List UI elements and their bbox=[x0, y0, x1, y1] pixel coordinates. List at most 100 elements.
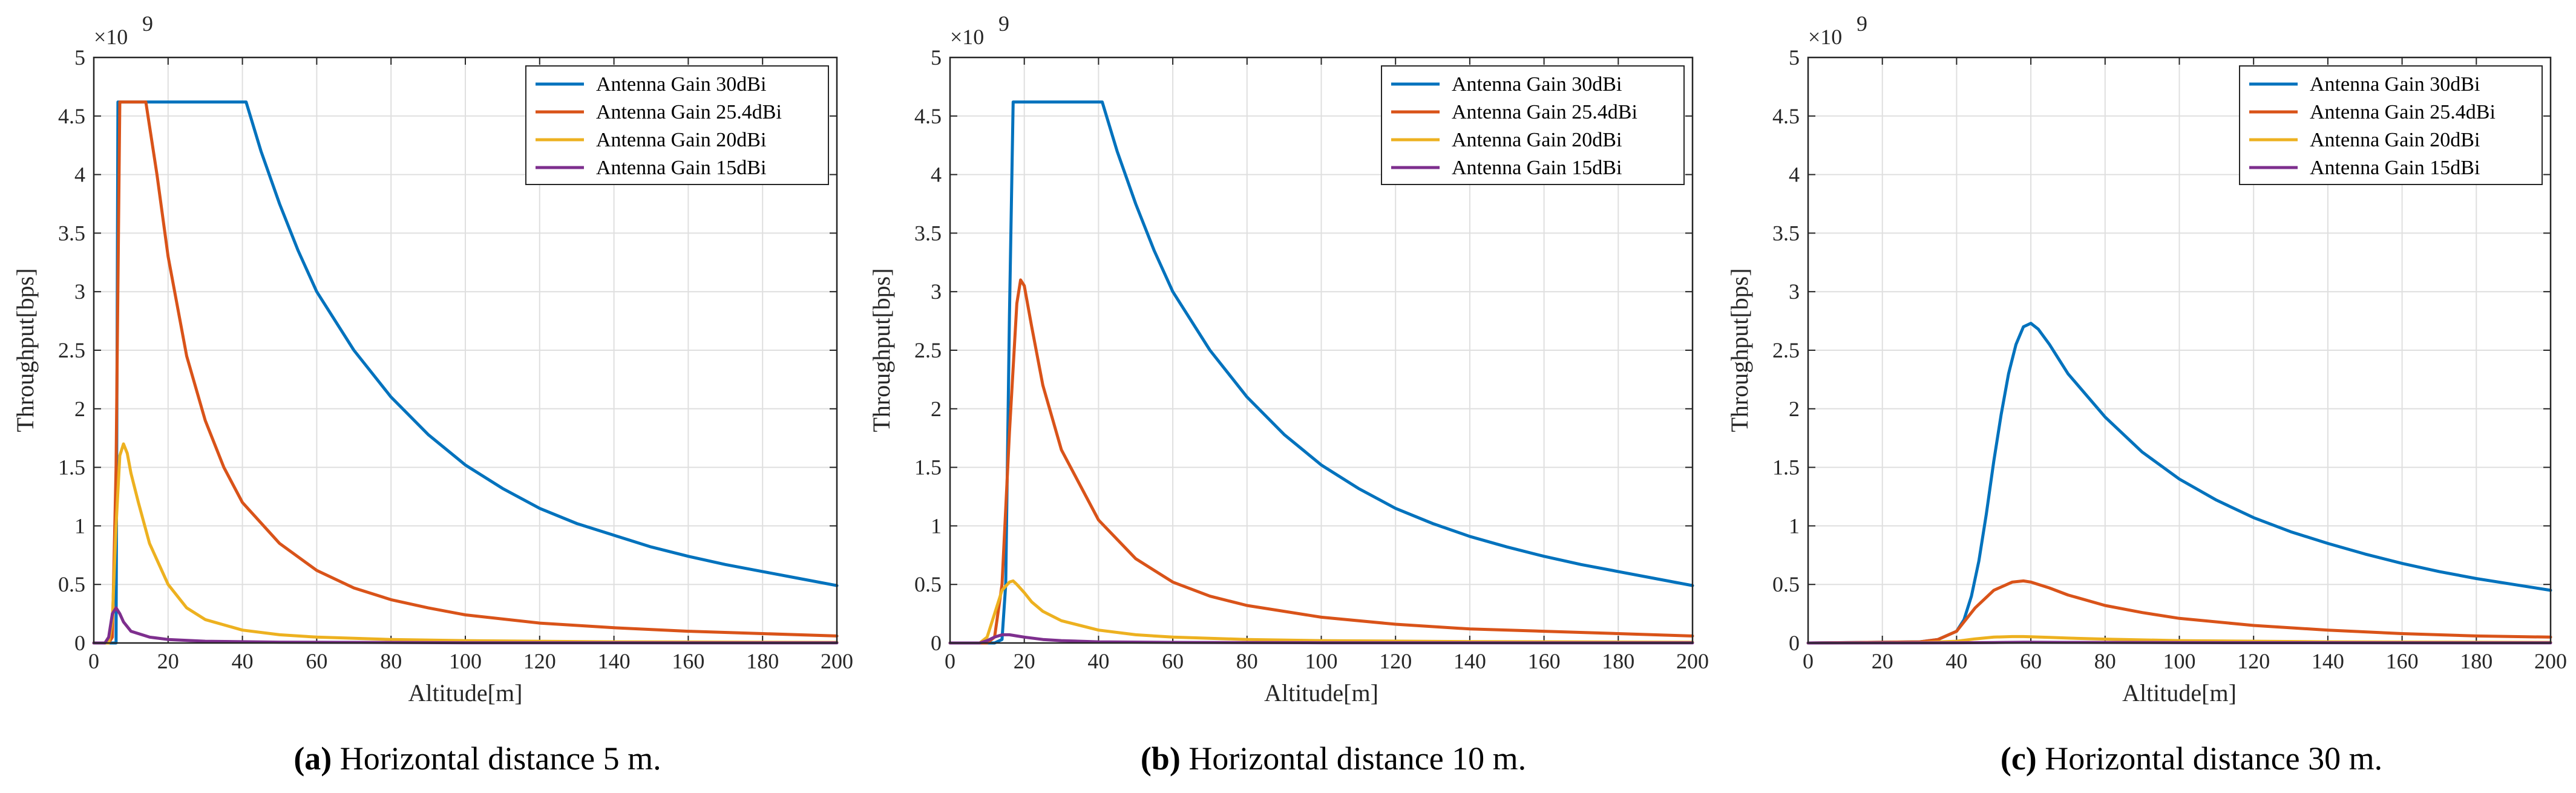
x-tick-label: 140 bbox=[598, 649, 631, 673]
y-tick-label: 3.5 bbox=[58, 221, 85, 245]
caption-text: Horizontal distance 5 m. bbox=[340, 740, 661, 777]
y-multiplier-exponent: 9 bbox=[998, 11, 1009, 36]
series-line-antenna-gain-25-4dbi bbox=[92, 100, 839, 645]
y-multiplier: ×10 bbox=[1808, 25, 1842, 49]
legend-label: Antenna Gain 20dBi bbox=[1452, 129, 1622, 151]
x-tick-label: 60 bbox=[306, 649, 327, 673]
x-tick-label: 200 bbox=[1676, 649, 1709, 673]
y-tick-label: 0 bbox=[74, 631, 85, 655]
legend: Antenna Gain 30dBi Antenna Gain 25.4dBi An… bbox=[525, 65, 829, 185]
x-tick-label: 100 bbox=[449, 649, 482, 673]
legend: Antenna Gain 30dBi Antenna Gain 25.4dBi An… bbox=[1381, 65, 1685, 185]
caption-space bbox=[2037, 740, 2045, 777]
y-tick-label: 4.5 bbox=[58, 104, 85, 128]
x-tick-label: 180 bbox=[1602, 649, 1634, 673]
y-tick-label: 3 bbox=[931, 279, 942, 304]
legend-item: Antenna Gain 30dBi bbox=[536, 73, 766, 96]
y-tick-label: 5 bbox=[74, 45, 85, 70]
legend-label: Antenna Gain 15dBi bbox=[1452, 157, 1622, 179]
series-line-antenna-gain-30dbi bbox=[948, 100, 1694, 645]
panel-label: (b) bbox=[1141, 740, 1181, 777]
y-multiplier-exponent: 9 bbox=[142, 11, 153, 36]
y-tick-label: 1 bbox=[74, 514, 85, 538]
x-tick-label: 120 bbox=[2237, 649, 2270, 673]
legend-label: Antenna Gain 30dBi bbox=[1452, 73, 1622, 96]
series-line-antenna-gain-30dbi bbox=[1806, 322, 2552, 645]
x-tick-label: 20 bbox=[1014, 649, 1035, 673]
x-tick-label: 40 bbox=[1087, 649, 1109, 673]
y-tick-label: 2.5 bbox=[1772, 338, 1800, 362]
axes-box bbox=[93, 56, 838, 644]
panel-label: (a) bbox=[293, 740, 332, 777]
y-tick-label: 5 bbox=[1789, 45, 1800, 70]
y-tick-label: 1.5 bbox=[1772, 455, 1800, 480]
x-axis-label: Altitude[m] bbox=[1264, 679, 1378, 707]
legend-label: Antenna Gain 30dBi bbox=[596, 73, 766, 96]
legend: Antenna Gain 30dBi Antenna Gain 25.4dBi An… bbox=[2239, 65, 2543, 185]
x-tick-label: 20 bbox=[157, 649, 179, 673]
legend-item: Antenna Gain 25.4dBi bbox=[1391, 101, 1637, 123]
panel-label: (c) bbox=[2001, 740, 2037, 777]
y-tick-label: 2 bbox=[1789, 397, 1800, 421]
x-tick-label: 120 bbox=[523, 649, 556, 673]
x-tick-label: 100 bbox=[1305, 649, 1338, 673]
x-tick-label: 80 bbox=[2094, 649, 2116, 673]
x-tick-label: 60 bbox=[1162, 649, 1184, 673]
y-tick-label: 1.5 bbox=[58, 455, 85, 480]
panel-caption: (c) Horizontal distance 30 m. bbox=[2001, 740, 2382, 777]
x-tick-label: 0 bbox=[88, 649, 99, 673]
x-tick-label: 180 bbox=[2460, 649, 2492, 673]
legend-item: Antenna Gain 15dBi bbox=[536, 157, 766, 179]
x-tick-label: 100 bbox=[2163, 649, 2196, 673]
panel-caption: (b) Horizontal distance 10 m. bbox=[1141, 740, 1526, 777]
x-tick-label: 160 bbox=[1528, 649, 1561, 673]
y-tick-label: 3.5 bbox=[1772, 221, 1800, 245]
y-tick-label: 2 bbox=[931, 397, 942, 421]
x-tick-label: 180 bbox=[746, 649, 779, 673]
y-axis-label: Throughput[bps] bbox=[868, 268, 895, 432]
y-tick-label: 1 bbox=[1789, 514, 1800, 538]
y-tick-label: 3 bbox=[1789, 279, 1800, 304]
x-axis-label: Altitude[m] bbox=[2122, 679, 2237, 707]
series-line-antenna-gain-20dbi bbox=[92, 442, 839, 645]
y-multiplier: ×10 bbox=[94, 25, 128, 49]
x-tick-label: 160 bbox=[2386, 649, 2419, 673]
y-tick-label: 4.5 bbox=[1772, 104, 1800, 128]
legend-item: Antenna Gain 25.4dBi bbox=[536, 101, 782, 123]
x-tick-label: 40 bbox=[1945, 649, 1967, 673]
chart-panel-c: 0 20 40 60 80 100 120 140 160 180 200 0 0.5 1 1.5 2 2.5 3… bbox=[1726, 11, 2567, 777]
y-tick-label: 1 bbox=[931, 514, 942, 538]
chart-panel-b: 0 20 40 60 80 100 120 140 160 180 200 0 0.5 1 1.5 2 2.5 3… bbox=[868, 11, 1709, 777]
legend-box bbox=[1381, 65, 1685, 185]
legend-item: Antenna Gain 15dBi bbox=[1391, 157, 1622, 179]
legend-item: Antenna Gain 20dBi bbox=[2249, 129, 2480, 151]
legend-box bbox=[525, 65, 829, 185]
legend-label: Antenna Gain 30dBi bbox=[2310, 73, 2480, 96]
legend-item: Antenna Gain 15dBi bbox=[2249, 157, 2480, 179]
x-tick-label: 40 bbox=[232, 649, 254, 673]
x-tick-label: 140 bbox=[2312, 649, 2344, 673]
x-tick-label: 200 bbox=[2534, 649, 2567, 673]
x-tick-label: 80 bbox=[1236, 649, 1258, 673]
y-tick-label: 4 bbox=[1789, 163, 1800, 187]
y-tick-label: 4 bbox=[931, 163, 942, 187]
axes-box bbox=[949, 56, 1694, 644]
legend-label: Antenna Gain 15dBi bbox=[2310, 157, 2480, 179]
y-axis-label: Throughput[bps] bbox=[1726, 268, 1753, 432]
y-axis-label: Throughput[bps] bbox=[11, 268, 39, 432]
legend-item: Antenna Gain 20dBi bbox=[536, 129, 766, 151]
legend-label: Antenna Gain 15dBi bbox=[596, 157, 766, 179]
x-tick-label: 140 bbox=[1454, 649, 1486, 673]
y-tick-label: 0.5 bbox=[1772, 572, 1800, 596]
y-tick-label: 4 bbox=[74, 163, 85, 187]
x-tick-label: 0 bbox=[1803, 649, 1814, 673]
legend-item: Antenna Gain 20dBi bbox=[1391, 129, 1622, 151]
y-tick-label: 4.5 bbox=[914, 104, 942, 128]
series-line-antenna-gain-25-4dbi bbox=[1806, 579, 2552, 645]
y-tick-label: 1.5 bbox=[914, 455, 942, 480]
series-line-antenna-gain-25-4dbi bbox=[948, 278, 1694, 645]
y-tick-label: 0.5 bbox=[914, 572, 942, 596]
caption-space bbox=[1181, 740, 1189, 777]
legend-label: Antenna Gain 25.4dBi bbox=[1452, 101, 1637, 123]
